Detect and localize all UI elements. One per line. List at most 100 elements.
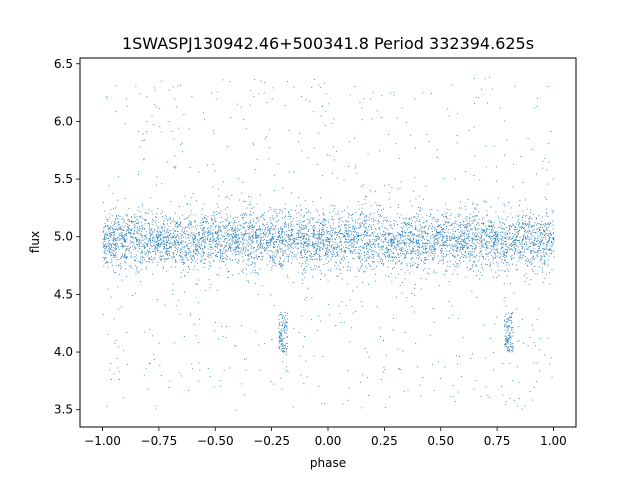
data-point xyxy=(166,252,168,254)
data-point xyxy=(309,243,310,245)
data-point xyxy=(497,234,498,235)
data-point xyxy=(470,253,472,254)
data-point xyxy=(163,217,165,219)
data-point xyxy=(402,236,404,237)
data-point xyxy=(485,263,487,265)
data-point xyxy=(190,255,191,257)
data-point xyxy=(150,230,152,232)
data-point xyxy=(451,243,453,245)
data-point xyxy=(300,250,302,252)
data-point xyxy=(296,248,298,250)
data-point xyxy=(476,236,477,238)
data-point xyxy=(475,236,476,238)
data-point xyxy=(134,230,136,232)
data-point xyxy=(203,252,205,254)
data-point xyxy=(346,229,347,231)
data-point xyxy=(437,210,439,212)
data-point xyxy=(442,240,444,242)
data-point xyxy=(469,244,471,246)
data-point xyxy=(447,244,449,246)
data-point xyxy=(453,256,455,258)
data-point xyxy=(412,257,414,259)
data-point xyxy=(442,229,443,230)
data-point xyxy=(364,242,366,244)
data-point xyxy=(383,253,385,255)
data-point xyxy=(128,232,130,234)
data-point xyxy=(418,242,419,244)
data-point xyxy=(373,212,375,214)
data-point xyxy=(497,234,499,236)
data-point xyxy=(464,224,466,226)
data-point xyxy=(550,245,552,247)
data-point xyxy=(517,233,519,235)
data-point xyxy=(165,218,167,220)
data-point xyxy=(345,228,347,229)
data-point xyxy=(357,240,359,242)
data-point xyxy=(355,247,357,248)
data-point xyxy=(113,239,115,241)
data-point xyxy=(486,214,488,216)
data-point xyxy=(548,249,549,251)
data-point xyxy=(196,262,198,264)
data-point xyxy=(404,255,406,257)
data-point xyxy=(496,236,497,237)
data-point xyxy=(459,260,460,262)
data-point xyxy=(336,235,338,236)
data-point xyxy=(504,241,506,242)
data-point xyxy=(473,270,474,272)
data-point xyxy=(459,207,461,209)
data-point xyxy=(165,250,167,252)
data-point xyxy=(134,247,136,249)
data-point xyxy=(424,226,426,228)
data-point xyxy=(503,237,505,239)
data-point xyxy=(217,206,219,208)
data-point xyxy=(415,243,417,245)
data-point xyxy=(155,246,157,248)
data-point xyxy=(295,216,297,218)
data-point xyxy=(185,226,186,228)
data-point xyxy=(412,237,414,239)
data-point xyxy=(532,250,534,251)
data-point xyxy=(197,269,199,271)
data-point xyxy=(370,241,372,242)
data-point xyxy=(539,260,541,262)
data-point xyxy=(517,240,519,241)
data-point xyxy=(147,212,149,214)
data-point xyxy=(245,247,247,249)
data-point xyxy=(542,234,543,235)
data-point xyxy=(321,235,323,237)
data-point xyxy=(201,237,203,239)
data-point xyxy=(404,242,406,244)
data-point xyxy=(139,261,141,263)
data-point xyxy=(144,251,146,253)
data-point xyxy=(156,231,158,233)
data-point xyxy=(108,240,110,241)
data-point xyxy=(196,249,198,251)
data-point xyxy=(362,247,364,249)
data-point xyxy=(156,217,157,218)
data-point xyxy=(274,241,275,243)
data-point xyxy=(485,244,487,245)
data-point xyxy=(319,258,321,260)
data-point xyxy=(510,238,512,240)
data-point xyxy=(278,263,280,264)
data-point xyxy=(307,218,309,220)
data-point xyxy=(497,263,499,265)
data-point xyxy=(316,230,318,232)
data-point xyxy=(175,226,176,227)
data-point xyxy=(144,219,145,220)
data-point xyxy=(503,254,505,255)
data-point xyxy=(518,222,520,224)
data-point xyxy=(113,255,115,257)
data-point xyxy=(316,221,317,223)
data-point xyxy=(310,217,312,219)
data-point xyxy=(436,238,438,240)
data-point xyxy=(222,255,224,257)
data-point xyxy=(496,249,498,251)
data-point xyxy=(370,249,372,251)
data-point xyxy=(258,235,259,237)
data-point xyxy=(420,225,422,227)
data-point xyxy=(275,255,277,257)
data-point xyxy=(105,236,107,238)
data-point xyxy=(285,224,287,226)
